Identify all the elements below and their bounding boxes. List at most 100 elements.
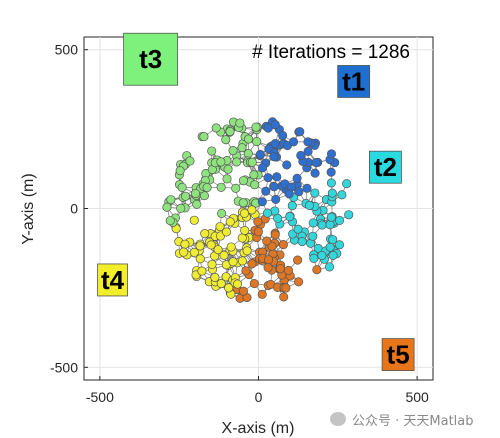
agent-node xyxy=(239,208,250,218)
y-tick-label: 500 xyxy=(55,42,79,58)
agent-node xyxy=(206,240,216,250)
agent-node xyxy=(263,173,273,183)
agent-node xyxy=(231,183,241,193)
agent-node xyxy=(278,240,288,250)
agent-node xyxy=(197,266,207,276)
agent-node xyxy=(240,225,250,235)
target-t4-box xyxy=(97,263,128,297)
agent-node xyxy=(270,120,280,130)
agent-node xyxy=(287,201,297,211)
agent-node xyxy=(325,242,335,252)
y-axis-label: Y-axis (m) xyxy=(20,173,37,244)
agent-node xyxy=(326,167,336,177)
agent-node xyxy=(192,199,202,209)
agent-node xyxy=(303,137,313,147)
agent-node xyxy=(249,170,259,180)
agent-node xyxy=(202,183,212,193)
agent-node xyxy=(325,220,335,230)
agent-node xyxy=(334,240,345,250)
watermark-text: 公众号 · 天天Matlab xyxy=(352,413,474,429)
agent-node xyxy=(294,187,304,197)
agent-node xyxy=(225,127,235,137)
agent-node xyxy=(243,134,254,144)
agent-node xyxy=(270,230,280,240)
agent-node xyxy=(242,246,252,256)
agent-node xyxy=(273,213,283,223)
agent-node xyxy=(166,195,176,205)
agent-node xyxy=(179,247,189,257)
agent-node xyxy=(328,235,338,245)
agent-node xyxy=(180,239,190,249)
x-axis-label: X-axis (m) xyxy=(222,420,295,437)
agent-node xyxy=(311,157,321,168)
agent-node xyxy=(269,182,279,192)
agent-node xyxy=(281,283,291,293)
agent-node xyxy=(228,146,238,156)
tick-labels: -500 0 500 500 0 -500 xyxy=(50,42,429,405)
agent-node xyxy=(279,292,289,302)
agent-node xyxy=(251,122,261,132)
agent-node xyxy=(292,173,302,183)
agent-node xyxy=(297,237,307,247)
agent-node xyxy=(247,205,257,215)
agent-node xyxy=(304,200,315,211)
agent-node xyxy=(215,221,225,232)
agent-node xyxy=(296,150,306,160)
agent-node xyxy=(217,208,227,218)
agent-node xyxy=(216,157,226,167)
agent-node xyxy=(199,132,209,142)
agent-node xyxy=(216,278,226,289)
target-t1-box xyxy=(337,65,371,98)
agent-node xyxy=(271,194,281,204)
agent-node xyxy=(175,166,185,176)
watermark: 公众号 · 天天Matlab xyxy=(330,408,490,430)
agent-node xyxy=(295,127,305,137)
agent-node xyxy=(231,157,242,167)
agent-node xyxy=(275,264,285,274)
target-t5-box xyxy=(381,338,415,371)
agent-node xyxy=(195,241,205,251)
agent-node xyxy=(200,229,210,239)
agent-node xyxy=(195,254,205,264)
agent-node xyxy=(165,216,175,226)
agent-node xyxy=(344,210,354,220)
agent-node xyxy=(293,224,303,234)
agent-node xyxy=(308,218,318,228)
agent-node xyxy=(207,146,217,156)
agent-node xyxy=(309,253,319,263)
agent-node xyxy=(216,182,226,192)
agent-node xyxy=(326,149,337,159)
agent-node xyxy=(308,231,318,241)
agent-node xyxy=(247,157,257,167)
agent-node xyxy=(293,255,303,265)
agent-node xyxy=(219,250,229,260)
agent-node xyxy=(210,272,220,283)
agent-node xyxy=(278,130,288,141)
agent-node xyxy=(162,202,172,212)
agent-node xyxy=(284,189,294,199)
targets: t3 t1 t2 t4 t5 xyxy=(97,32,415,371)
x-tick-label: 500 xyxy=(405,389,429,405)
agent-node xyxy=(237,233,247,243)
agent-node xyxy=(335,215,345,225)
agent-node xyxy=(221,135,231,145)
agent-node xyxy=(176,203,186,213)
agent-node xyxy=(262,208,273,218)
agent-node xyxy=(257,163,267,173)
agent-node xyxy=(252,137,262,147)
agent-node xyxy=(180,191,191,201)
agent-node xyxy=(257,289,267,299)
agent-node xyxy=(264,255,274,265)
target-t2-box xyxy=(369,150,402,184)
x-tick-label: 0 xyxy=(255,389,263,405)
agent-node xyxy=(189,215,199,225)
agent-node xyxy=(237,143,247,153)
agent-node xyxy=(223,164,233,174)
agent-node xyxy=(253,217,263,227)
agent-node xyxy=(238,198,248,208)
agent-node xyxy=(262,236,272,246)
agent-node xyxy=(317,220,327,230)
agent-node xyxy=(232,279,243,289)
agent-node xyxy=(282,160,292,170)
